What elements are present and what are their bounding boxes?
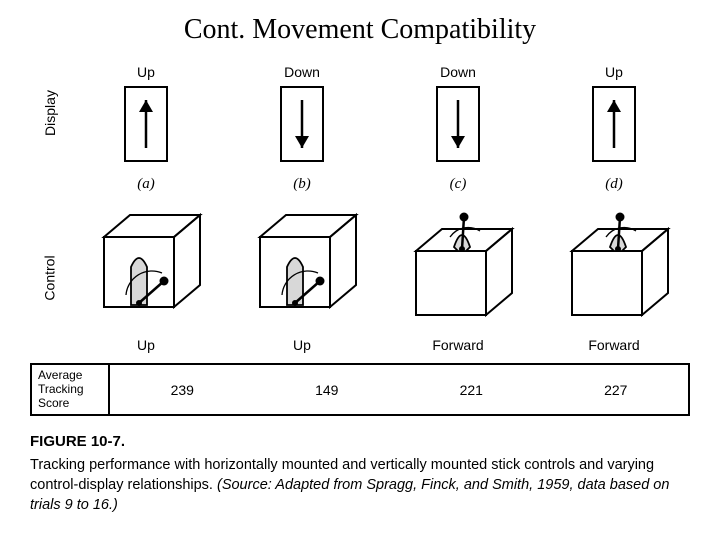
- display-row: Display Up Down Down Up: [30, 64, 690, 162]
- score-header: AverageTrackingScore: [32, 365, 110, 414]
- display-panel: Up: [70, 64, 222, 162]
- panel-letter-row: (a)(b)(c)(d): [30, 168, 690, 197]
- page: Cont. Movement Compatibility Display Up …: [0, 0, 720, 540]
- display-panel: Down: [382, 64, 534, 162]
- axis-label-control: Control: [30, 270, 70, 286]
- control-direction-label: Up: [293, 337, 311, 353]
- panel-letter: (c): [382, 168, 534, 197]
- control-panel: Up: [70, 203, 222, 353]
- score-value: 227: [544, 372, 689, 408]
- panel-letter: (d): [538, 168, 690, 197]
- control-direction-label: Forward: [432, 337, 483, 353]
- display-direction-label: Up: [137, 64, 155, 80]
- display-box: [436, 86, 480, 162]
- score-value: 149: [255, 372, 400, 408]
- control-panel: Up: [226, 203, 378, 353]
- control-cube-icon: [76, 203, 216, 333]
- axis-label-display: Display: [30, 105, 70, 121]
- figure-label: FIGURE 10-7.: [30, 432, 690, 453]
- score-value: 239: [110, 372, 255, 408]
- panel-letter: (a): [70, 168, 222, 197]
- figure-caption: FIGURE 10-7. Tracking performance with h…: [0, 426, 720, 515]
- display-box: [280, 86, 324, 162]
- control-row: Control Up Up: [30, 203, 690, 353]
- display-direction-label: Down: [440, 64, 476, 80]
- score-table: AverageTrackingScore 239149221227: [30, 363, 690, 416]
- display-panel: Up: [538, 64, 690, 162]
- slide-title: Cont. Movement Compatibility: [0, 0, 720, 64]
- panel-letter: (b): [226, 168, 378, 197]
- display-box: [592, 86, 636, 162]
- control-direction-label: Forward: [588, 337, 639, 353]
- control-panel: Forward: [538, 203, 690, 353]
- control-panel: Forward: [382, 203, 534, 353]
- display-direction-label: Up: [605, 64, 623, 80]
- display-box: [124, 86, 168, 162]
- control-cube-icon: [544, 203, 684, 333]
- figure-area: Display Up Down Down Up (a)(b)(c)(d) C: [0, 64, 720, 353]
- display-direction-label: Down: [284, 64, 320, 80]
- control-direction-label: Up: [137, 337, 155, 353]
- score-value: 221: [399, 372, 544, 408]
- display-panel: Down: [226, 64, 378, 162]
- control-cube-icon: [388, 203, 528, 333]
- control-cube-icon: [232, 203, 372, 333]
